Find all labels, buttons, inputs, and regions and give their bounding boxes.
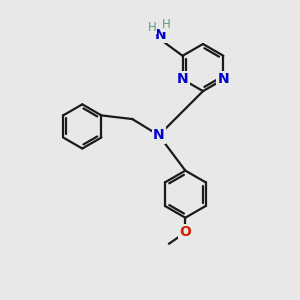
Text: O: O: [179, 225, 191, 239]
Text: N: N: [155, 28, 166, 42]
Text: N: N: [218, 72, 229, 86]
Text: N: N: [177, 72, 188, 86]
Text: H: H: [161, 18, 170, 32]
Text: H: H: [148, 21, 157, 34]
Text: N: N: [153, 128, 165, 142]
